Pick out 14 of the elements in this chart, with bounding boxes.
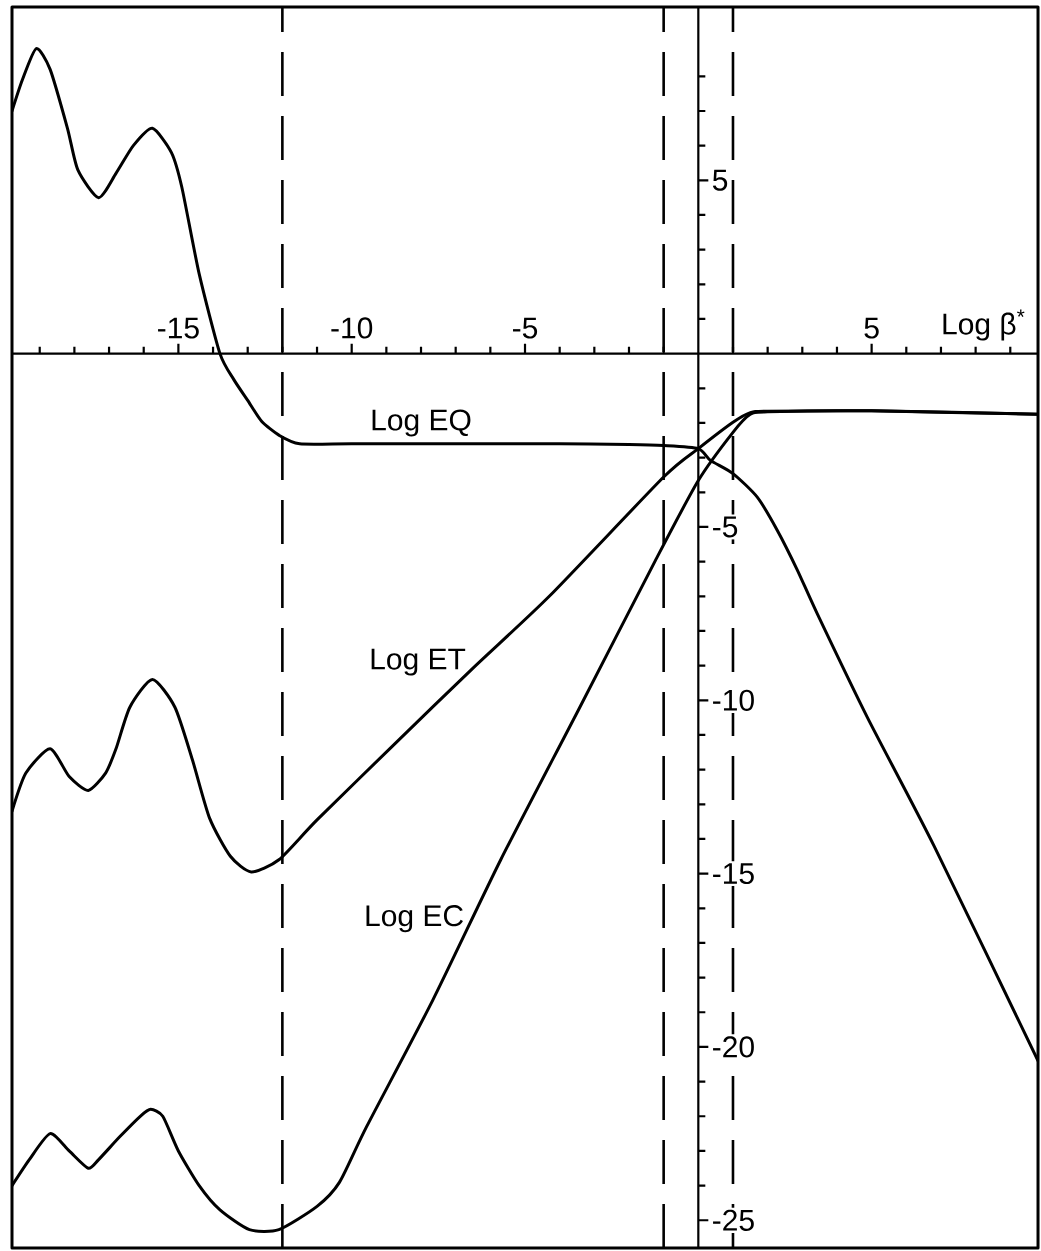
y-tick-label: -15 — [713, 863, 754, 885]
x-tick-label: -15 — [158, 317, 199, 339]
y-tick-label: -25 — [713, 1209, 754, 1231]
y-tick-label: -20 — [713, 1036, 754, 1058]
series-label: Log ET — [371, 648, 466, 676]
series-label: Log EC — [366, 905, 463, 933]
series-label: Log EQ — [372, 409, 471, 437]
y-tick-label: 5 — [712, 169, 728, 191]
x-tick-label: -5 — [513, 317, 538, 339]
x-axis-title: Log β$^{*}$ — [943, 309, 1025, 341]
x-tick-label: -10 — [331, 317, 373, 339]
x-tick-label: 5 — [864, 317, 879, 339]
y-tick-label: -10 — [713, 689, 754, 711]
y-tick-label: -5 — [713, 516, 738, 538]
